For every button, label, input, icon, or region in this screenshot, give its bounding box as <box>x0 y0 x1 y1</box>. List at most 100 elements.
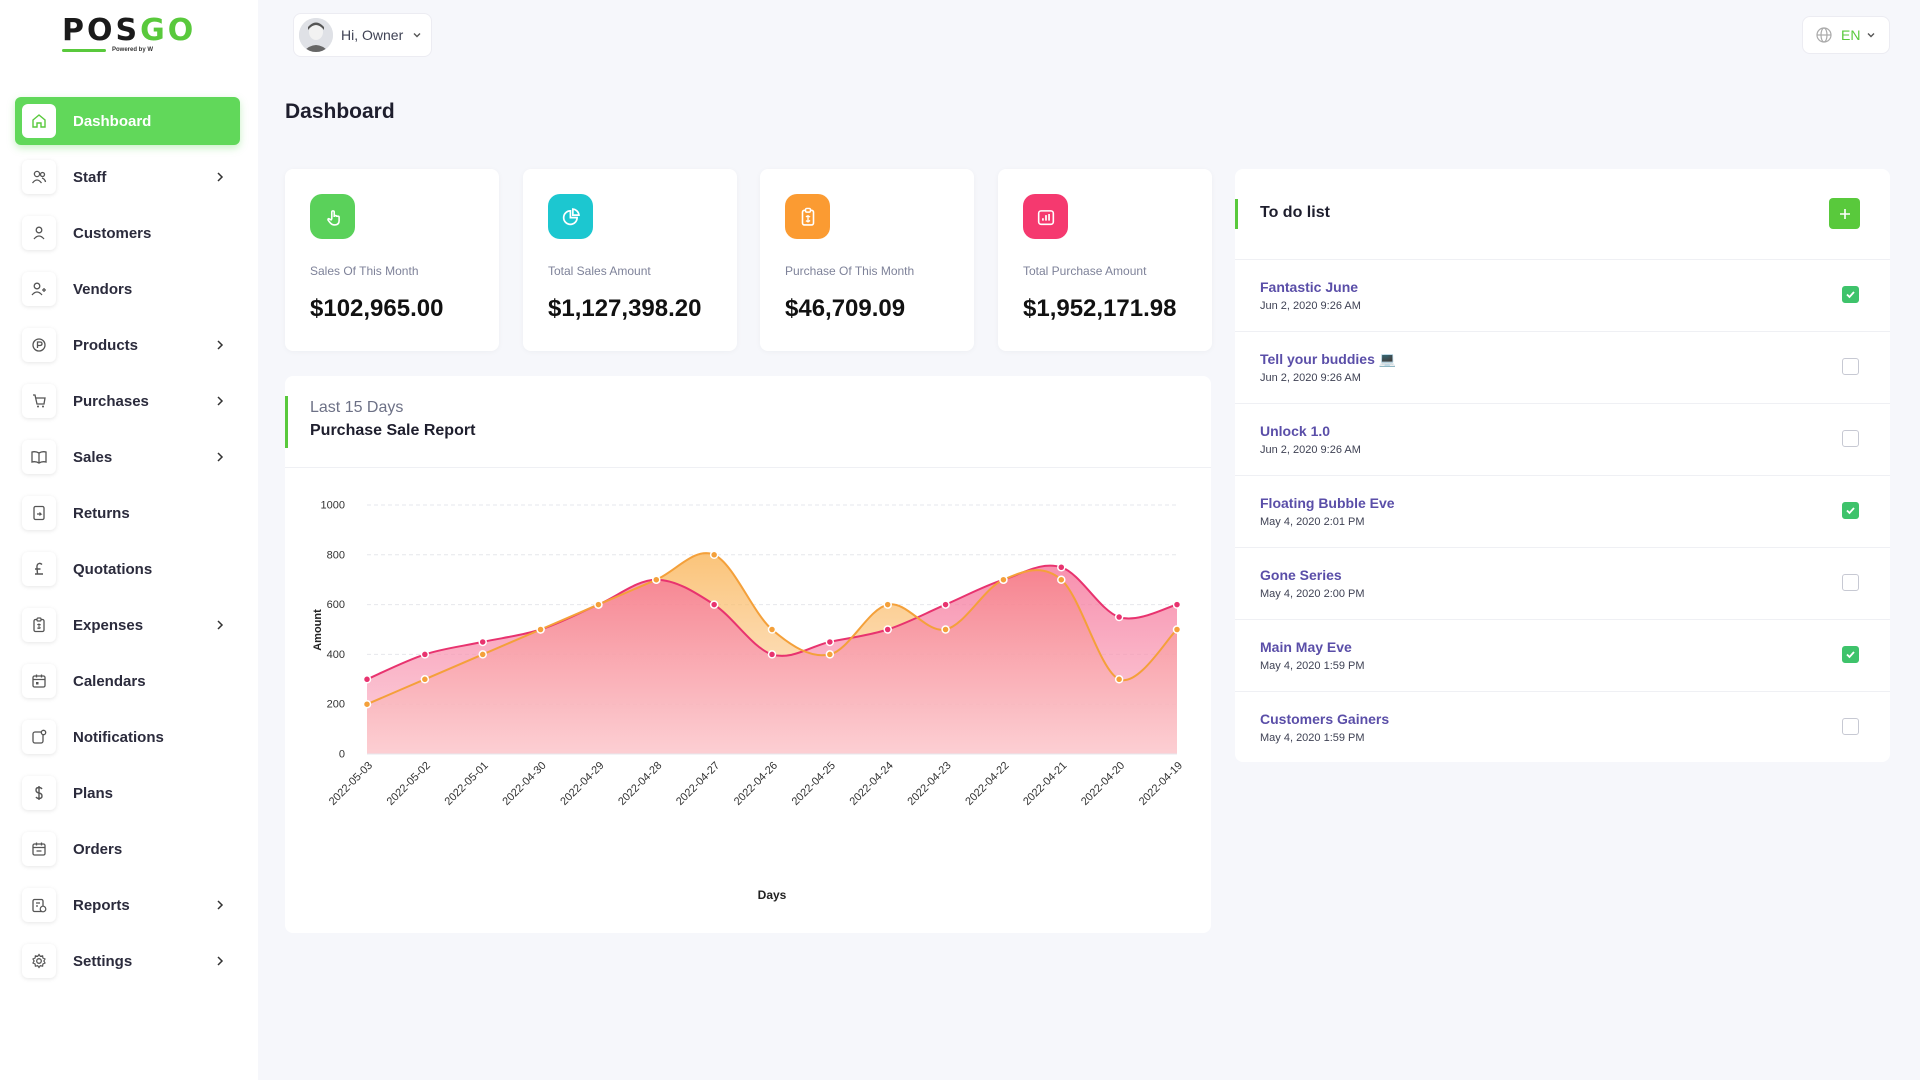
y-tick-label: 0 <box>339 749 345 761</box>
gear-icon <box>22 944 56 978</box>
sidebar-item-label: Staff <box>73 168 107 186</box>
todo-item-title[interactable]: Tell your buddies 💻 <box>1260 351 1397 367</box>
todo-checkbox[interactable] <box>1842 574 1859 591</box>
data-point <box>825 650 835 659</box>
calendar-icon <box>22 664 56 698</box>
todo-item-date: May 4, 2020 1:59 PM <box>1260 660 1365 672</box>
user-menu[interactable]: Hi, Owner <box>293 13 432 57</box>
chart-subtitle: Last 15 Days <box>310 399 404 416</box>
purchase-sale-report-card: Last 15 Days Purchase Sale Report 0 200 40… <box>285 376 1211 933</box>
todo-item: Main May Eve May 4, 2020 1:59 PM <box>1235 619 1890 691</box>
todo-item: Tell your buddies 💻 Jun 2, 2020 9:26 AM <box>1235 331 1890 403</box>
x-tick-label: 2022-04-19 <box>1137 760 1185 808</box>
page-title: Dashboard <box>285 100 395 123</box>
home-icon <box>22 104 56 138</box>
sidebar-item-sales[interactable]: Sales <box>15 433 240 481</box>
y-tick-label: 200 <box>327 699 345 711</box>
sidebar-item-dashboard[interactable]: Dashboard <box>15 97 240 145</box>
sidebar-item-purchases[interactable]: Purchases <box>15 377 240 425</box>
add-todo-button[interactable] <box>1829 198 1860 229</box>
sidebar-item-products[interactable]: Products <box>15 321 240 369</box>
data-point <box>709 550 719 560</box>
todo-checkbox[interactable] <box>1842 430 1859 447</box>
chevron-down-icon <box>413 33 421 38</box>
todo-checkbox[interactable] <box>1842 646 1859 663</box>
sidebar-item-customers[interactable]: Customers <box>15 209 240 257</box>
stat-value: $1,127,398.20 <box>548 295 702 322</box>
todo-item-date: Jun 2, 2020 9:26 AM <box>1260 300 1361 312</box>
data-point <box>883 600 892 609</box>
x-tick-label: 2022-05-01 <box>443 760 491 808</box>
y-axis-title: Amount <box>312 609 324 651</box>
sidebar-item-notifications[interactable]: Notifications <box>15 713 240 761</box>
sidebar-item-settings[interactable]: Settings <box>15 937 240 985</box>
checkmark-icon <box>1846 507 1855 515</box>
todo-item-title[interactable]: Gone Series <box>1260 567 1342 583</box>
y-tick-label: 800 <box>327 549 345 561</box>
x-tick-label: 2022-04-26 <box>732 760 780 808</box>
data-point <box>825 637 835 647</box>
sidebar-item-staff[interactable]: Staff <box>15 153 240 201</box>
sidebar-item-orders[interactable]: Orders <box>15 825 240 873</box>
bar-chart-icon <box>1023 194 1068 239</box>
todo-item-date: May 4, 2020 1:59 PM <box>1260 732 1365 744</box>
sidebar-item-label: Dashboard <box>73 112 152 130</box>
series-area <box>367 565 1177 754</box>
todo-item-date: May 4, 2020 2:00 PM <box>1260 588 1365 600</box>
todo-item-date: Jun 2, 2020 9:26 AM <box>1260 444 1361 456</box>
todo-item-title[interactable]: Floating Bubble Eve <box>1260 495 1395 511</box>
sidebar-item-vendors[interactable]: Vendors <box>15 265 240 313</box>
todo-item-title[interactable]: Main May Eve <box>1260 639 1352 655</box>
todo-item: Gone Series May 4, 2020 2:00 PM <box>1235 547 1890 619</box>
sidebar-item-plans[interactable]: Plans <box>15 769 240 817</box>
data-point <box>941 625 950 634</box>
sidebar-item-quotations[interactable]: Quotations <box>15 545 240 593</box>
x-tick-label: 2022-04-25 <box>790 760 838 808</box>
data-point <box>941 600 950 609</box>
report-icon <box>22 888 56 922</box>
y-tick-label: 600 <box>327 599 345 611</box>
todo-item-title[interactable]: Fantastic June <box>1260 279 1359 295</box>
chevron-right-icon <box>217 172 224 182</box>
globe-icon <box>1816 27 1832 43</box>
data-point <box>652 575 661 584</box>
stat-label: Purchase Of This Month <box>785 264 915 278</box>
stat-card: Sales Of This Month $102,965.00 <box>285 169 499 351</box>
posgo-logo[interactable]: POSGO Powered by W <box>62 13 197 62</box>
data-point <box>999 575 1008 584</box>
data-point <box>478 650 487 659</box>
todo-item-date: May 4, 2020 2:01 PM <box>1260 516 1365 528</box>
stat-value: $102,965.00 <box>310 295 444 322</box>
todo-item-title[interactable]: Unlock 1.0 <box>1260 423 1331 439</box>
return-icon <box>22 496 56 530</box>
clipboard-dollar-icon <box>785 194 830 239</box>
todo-item-title[interactable]: Customers Gainers <box>1260 711 1390 727</box>
chevron-right-icon <box>217 452 224 462</box>
sidebar-item-label: Notifications <box>73 728 164 746</box>
sidebar-item-returns[interactable]: Returns <box>15 489 240 537</box>
todo-card: To do list Fantastic June Jun 2, 2020 9:2… <box>1235 169 1890 762</box>
x-tick-label: 2022-04-24 <box>848 760 896 808</box>
sidebar-item-label: Products <box>73 336 139 354</box>
user-plus-icon <box>22 272 56 306</box>
todo-item: Unlock 1.0 Jun 2, 2020 9:26 AM <box>1235 403 1890 475</box>
todo-checkbox[interactable] <box>1842 358 1859 375</box>
data-point <box>767 650 777 659</box>
chevron-right-icon <box>217 956 224 966</box>
chevron-right-icon <box>217 340 224 350</box>
sidebar-item-expenses[interactable]: Expenses <box>15 601 240 649</box>
logo-powered-by: Powered by W <box>112 47 154 53</box>
data-point <box>1172 625 1182 634</box>
todo-checkbox[interactable] <box>1842 286 1859 303</box>
plus-icon <box>1839 208 1850 219</box>
sidebar-item-reports[interactable]: Reports <box>15 881 240 929</box>
todo-checkbox[interactable] <box>1842 502 1859 519</box>
sidebar-item-label: Expenses <box>73 616 144 634</box>
sidebar-item-calendars[interactable]: Calendars <box>15 657 240 705</box>
language-selector[interactable]: EN <box>1802 16 1890 54</box>
language-label: EN <box>1841 27 1861 43</box>
logo-text: POSGO <box>62 13 197 48</box>
sidebar-item-label: Reports <box>73 896 130 914</box>
todo-checkbox[interactable] <box>1842 718 1859 735</box>
divider <box>285 467 1211 468</box>
